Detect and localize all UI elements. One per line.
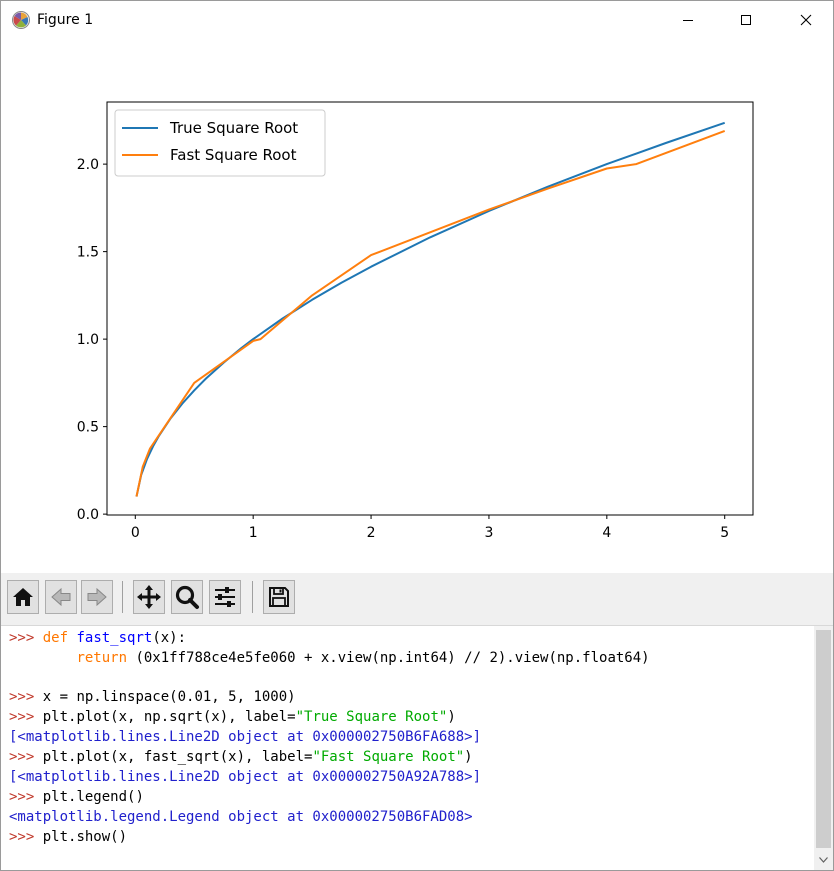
zoom-button[interactable] <box>171 580 203 614</box>
console-line: >>> x = np.linspace(0.01, 5, 1000) <box>9 687 296 707</box>
code-text: ) <box>464 749 473 765</box>
prompt: >>> <box>9 630 35 646</box>
floppy-disk-icon <box>269 587 289 607</box>
console-line: >>> plt.plot(x, np.sqrt(x), label="True … <box>9 707 456 727</box>
minimize-icon <box>683 20 693 21</box>
code-text: plt.plot(x, fast_sqrt(x), label= <box>34 749 313 765</box>
scroll-down-button[interactable] <box>814 852 833 868</box>
prompt: >>> <box>9 789 35 805</box>
scrollbar-thumb[interactable] <box>816 630 831 848</box>
configure-subplots-button[interactable] <box>209 580 241 614</box>
keyword: def <box>42 630 69 646</box>
toolbar-separator <box>252 581 253 613</box>
minimize-button[interactable] <box>665 1 711 39</box>
home-button[interactable] <box>7 580 39 614</box>
y-tick-label: 1.0 <box>77 332 99 348</box>
arrow-left-icon <box>51 587 71 607</box>
python-console[interactable]: >>> def fast_sqrt(x): return (0x1ff788ce… <box>1 626 814 870</box>
series-line <box>135 121 726 497</box>
magnifier-icon <box>175 585 199 609</box>
legend-box <box>114 109 326 177</box>
y-tick-label: 0.5 <box>77 420 99 436</box>
y-tick-label: 2.0 <box>77 157 99 173</box>
console-line: >>> def fast_sqrt(x): <box>9 628 186 648</box>
console-output: [<matplotlib.lines.Line2D object at 0x00… <box>9 729 482 745</box>
x-tick-label: 1 <box>249 525 258 541</box>
console-output: [<matplotlib.lines.Line2D object at 0x00… <box>9 769 482 785</box>
function-name: fast_sqrt <box>76 630 153 646</box>
console-line: >>> plt.plot(x, fast_sqrt(x), label="Fas… <box>9 747 473 767</box>
string-literal: "Fast Square Root" <box>312 749 465 765</box>
toolbar-separator <box>122 581 123 613</box>
code-text: (x): <box>152 630 187 646</box>
maximize-icon <box>741 15 751 25</box>
arrow-right-icon <box>87 587 107 607</box>
y-tick-label: 0.0 <box>77 507 99 523</box>
figure-canvas[interactable]: 0 1 2 3 4 5 0.0 0.5 1.0 1.5 2.0 True Square Root Fa… <box>1 39 833 573</box>
code-text: (0x1ff788ce4e5fe060 + x.view(np.int64) /… <box>127 650 650 666</box>
chevron-down-icon <box>819 857 828 863</box>
plot-frame <box>106 101 754 516</box>
window-title: Figure 1 <box>37 12 94 28</box>
code-text: plt.plot(x, np.sqrt(x), label= <box>34 709 296 725</box>
navigation-toolbar <box>1 573 833 626</box>
string-literal: "True Square Root" <box>295 709 448 725</box>
keyword: return <box>76 650 128 666</box>
forward-button[interactable] <box>81 580 113 614</box>
y-tick-label: 1.5 <box>77 245 99 261</box>
console-line: >>> plt.show() <box>9 827 127 847</box>
console-scrollbar[interactable] <box>814 626 833 870</box>
close-icon <box>800 14 812 26</box>
close-button[interactable] <box>783 1 829 39</box>
code-text: plt.legend() <box>34 789 144 805</box>
prompt: >>> <box>9 749 35 765</box>
back-button[interactable] <box>45 580 77 614</box>
x-tick-label: 4 <box>602 525 611 541</box>
prompt: >>> <box>9 709 35 725</box>
maximize-button[interactable] <box>723 1 769 39</box>
code-text: ) <box>447 709 456 725</box>
x-tick-label: 3 <box>484 525 493 541</box>
console-output: <matplotlib.legend.Legend object at 0x00… <box>9 809 473 825</box>
line-chart[interactable]: 0 1 2 3 4 5 0.0 0.5 1.0 1.5 2.0 True Square Root Fa… <box>1 39 833 573</box>
matplotlib-logo-icon <box>12 11 30 29</box>
legend-label: Fast Square Root <box>170 146 297 164</box>
x-tick-label: 5 <box>720 525 729 541</box>
prompt: >>> <box>9 829 35 845</box>
x-tick-label: 2 <box>367 525 376 541</box>
code-text: plt.show() <box>34 829 128 845</box>
console-line: >>> plt.legend() <box>9 787 144 807</box>
prompt: >>> <box>9 689 35 705</box>
sliders-icon <box>215 587 235 607</box>
save-button[interactable] <box>263 580 295 614</box>
x-tick-label: 0 <box>131 525 140 541</box>
code-text: x = np.linspace(0.01, 5, 1000) <box>34 689 296 705</box>
home-icon <box>13 588 33 606</box>
title-bar[interactable]: Figure 1 <box>1 1 833 39</box>
series-line <box>135 129 726 497</box>
console-line: return (0x1ff788ce4e5fe060 + x.view(np.i… <box>9 648 650 668</box>
legend-label: True Square Root <box>169 119 298 137</box>
move-icon <box>137 585 161 609</box>
pan-button[interactable] <box>133 580 165 614</box>
